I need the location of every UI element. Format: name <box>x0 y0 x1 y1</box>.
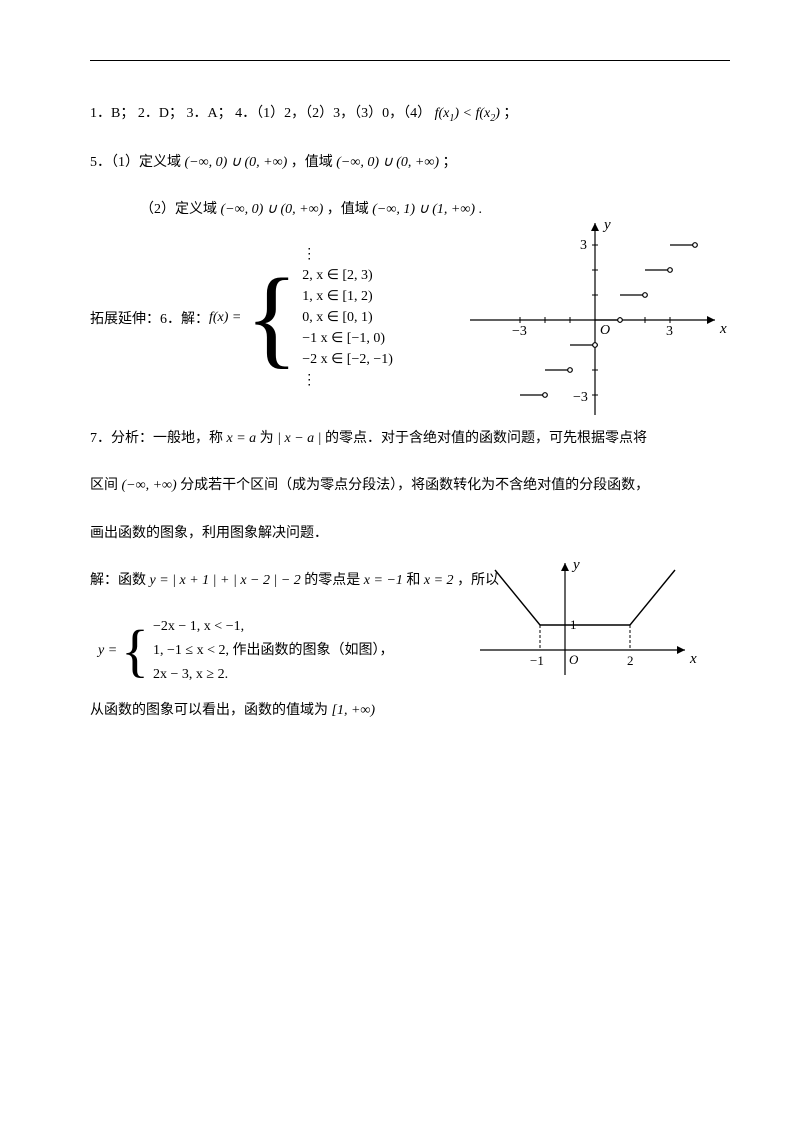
x-axis-label: x <box>719 321 727 337</box>
q3: 3．A； <box>186 106 231 121</box>
svg-text:O: O <box>569 652 579 667</box>
q2: 2．D； <box>138 106 183 121</box>
sec7-line6: 从函数的图象可以看出，函数的值域为 [1, +∞) <box>90 698 730 723</box>
sec6-fx: f(x) = <box>209 310 241 326</box>
answers-line-1: 1．B； 2．D； 3．A； 4．（1）2，（2）3，（3）0，（4） f(x1… <box>90 101 730 128</box>
svg-text:3: 3 <box>666 324 673 339</box>
sec7-line3: 画出函数的图象，利用图象解决问题． <box>90 521 730 546</box>
brace-icon: { <box>245 268 298 367</box>
top-rule <box>90 60 730 61</box>
sec6-prefix: 拓展延伸：6．解： <box>90 308 209 328</box>
svg-text:−3: −3 <box>573 390 588 405</box>
piecewise-rows: ⋮ 2, x ∈ [2, 3) 1, x ∈ [1, 2) 0, x ∈ [0,… <box>302 244 393 391</box>
brace-icon: { <box>121 626 149 675</box>
svg-text:3: 3 <box>580 238 587 253</box>
abs-function-graph: x y O −1 2 1 <box>470 555 700 690</box>
q4-prefix: 4．（1）2，（2）3，（3）0，（4） <box>235 106 431 121</box>
q4-suffix: ； <box>503 106 517 121</box>
axes-group: x y O −3 3 3 −3 <box>470 217 727 415</box>
piecewise-6: { ⋮ 2, x ∈ [2, 3) 1, x ∈ [1, 2) 0, x ∈ [… <box>241 244 393 391</box>
sec7-line2: 区间 (−∞, +∞) 分成若干个区间（成为零点分段法），将函数转化为不含绝对值… <box>90 473 730 498</box>
answer-5-1: 5．（1）定义域 (−∞, 0) ∪ (0, +∞) ，值域 (−∞, 0) ∪… <box>90 150 730 175</box>
svg-text:−1: −1 <box>530 653 544 668</box>
q4-math: f(x1) < f(x2) <box>435 106 500 121</box>
q1: 1．B； <box>90 106 134 121</box>
svg-text:−3: −3 <box>512 324 527 339</box>
origin-label: O <box>600 323 610 338</box>
svg-text:x: x <box>689 651 697 667</box>
y-axis-label: y <box>602 217 611 233</box>
step-function-graph: x y O −3 3 3 −3 <box>460 215 730 430</box>
svg-text:2: 2 <box>627 653 634 668</box>
svg-text:y: y <box>571 557 580 573</box>
